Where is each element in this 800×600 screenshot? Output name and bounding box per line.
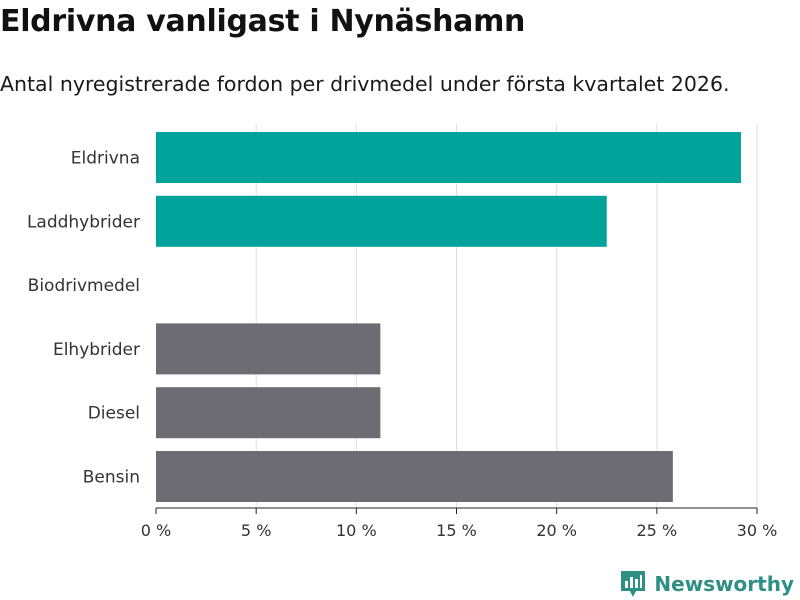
chart-subtitle: Antal nyregistrerade fordon per drivmede…	[0, 72, 730, 96]
x-axis: 0 % 5 % 10 % 15 % 20 % 25 % 30 %	[141, 507, 778, 540]
x-tick-label: 0 %	[141, 521, 171, 540]
x-tick-label: 15 %	[436, 521, 477, 540]
bar	[156, 132, 741, 183]
newsworthy-logo-text: Newsworthy	[654, 572, 794, 596]
category-label: Biodrivmedel	[28, 276, 140, 296]
bars	[156, 132, 741, 502]
category-label: Eldrivna	[71, 149, 140, 169]
category-label: Elhybrider	[53, 340, 140, 360]
category-label: Laddhybrider	[27, 212, 140, 232]
bar	[156, 451, 673, 502]
x-tick-label: 5 %	[241, 521, 271, 540]
x-tick-label: 30 %	[737, 521, 778, 540]
bar	[156, 387, 381, 439]
x-tick-label: 25 %	[637, 521, 678, 540]
chart-title: Eldrivna vanligast i Nynäshamn	[0, 4, 526, 39]
category-label: Bensin	[83, 468, 140, 488]
bar	[156, 323, 381, 375]
bar	[156, 195, 607, 247]
newsworthy-logo: Newsworthy	[620, 570, 794, 598]
category-label: Diesel	[88, 404, 140, 424]
grid-lines	[255, 124, 758, 508]
newsworthy-logo-icon	[621, 571, 646, 597]
x-tick-label: 20 %	[536, 521, 577, 540]
category-labels: Eldrivna Laddhybrider Biodrivmedel Elhybrid…	[27, 149, 140, 488]
x-tick-label: 10 %	[336, 521, 377, 540]
